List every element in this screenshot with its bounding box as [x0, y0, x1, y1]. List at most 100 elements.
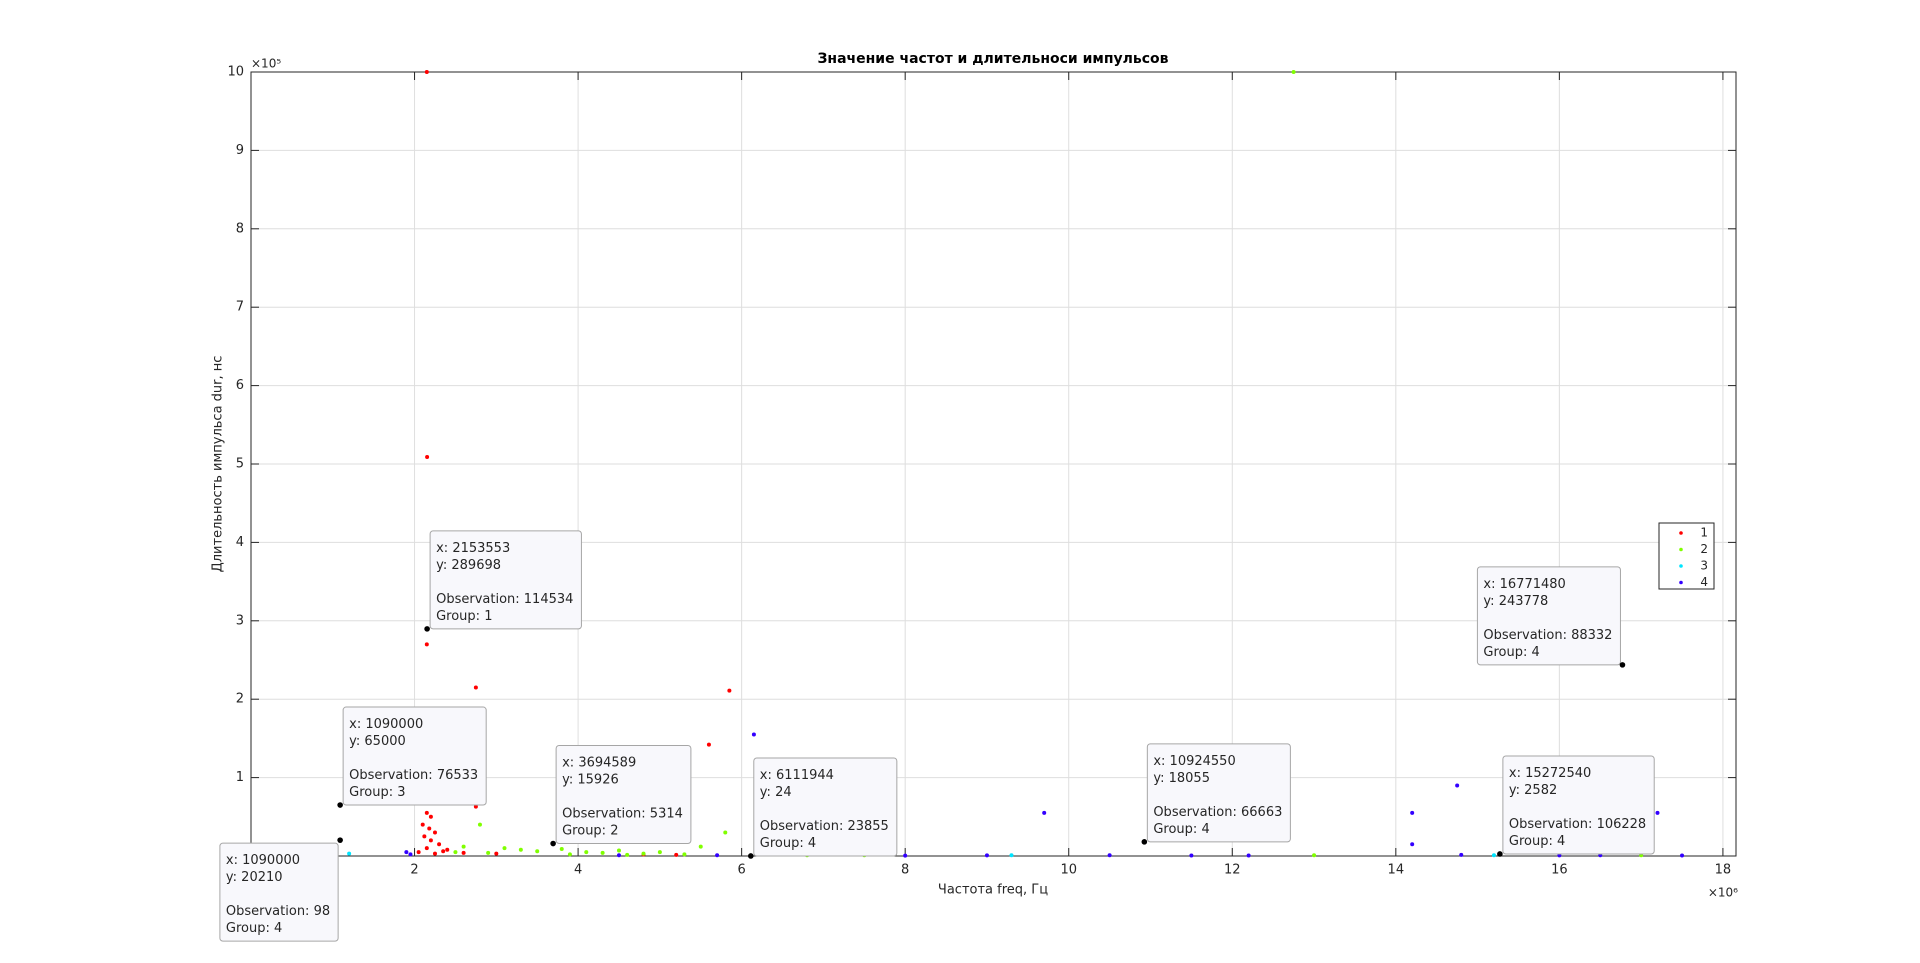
datatip-text: Observation: 76533	[349, 768, 478, 783]
scatter-point	[420, 822, 425, 827]
scatter-point	[428, 814, 433, 819]
y-tick-label: 2	[236, 692, 244, 707]
scatter-point	[1009, 853, 1014, 858]
datatip: x: 2153553 y: 289698 Observation: 114534 Gr…	[429, 530, 582, 630]
scatter-point	[1107, 853, 1112, 858]
legend-marker	[1679, 531, 1683, 535]
datatip-value: 15272540	[1525, 766, 1591, 781]
datatip-value: 23855	[847, 819, 888, 834]
scatter-point	[427, 826, 432, 831]
scatter-point	[424, 70, 429, 74]
scatter-point	[641, 851, 646, 856]
y-axis-label: Длительность импульса dur, нс	[211, 356, 226, 573]
datatip-box	[429, 530, 582, 630]
legend-marker	[1679, 547, 1683, 552]
scatter-point	[424, 810, 429, 815]
scatter-point	[518, 847, 523, 852]
scatter-point	[625, 852, 630, 857]
datatip-box	[1146, 743, 1291, 843]
scatter-point	[1291, 70, 1296, 74]
datatip-text: x: 16771480	[1483, 577, 1565, 592]
x-tick-label: 4	[574, 863, 582, 878]
datatip-text: y: 289698	[436, 558, 501, 573]
scatter-point	[416, 850, 421, 855]
scatter-point	[494, 851, 499, 856]
scatter-point	[723, 830, 728, 835]
datatip-text: Group: 4	[226, 921, 282, 936]
datatip-key: x:	[1509, 766, 1521, 781]
scatter-point	[657, 850, 662, 855]
datatip-text: Group: 3	[349, 785, 405, 800]
scatter-point	[1459, 852, 1464, 857]
legend-label: 1	[1700, 526, 1708, 540]
datatip-text: x: 6111944	[760, 768, 834, 783]
datatip: x: 6111944 y: 24 Observation: 23855 Group: …	[753, 757, 898, 857]
scatter-point	[674, 852, 679, 857]
datatip-text: Observation: 88332	[1483, 628, 1612, 643]
datatip-text: x: 3694589	[562, 756, 636, 771]
datatip-key: Observation:	[1153, 805, 1237, 820]
datatip-value: 114534	[524, 592, 574, 607]
scatter-point	[715, 853, 720, 858]
datatip-key: Observation:	[760, 819, 844, 834]
scatter-point	[1312, 853, 1317, 858]
y-tick-label: 5	[236, 457, 244, 472]
datatip-value: 243778	[1499, 594, 1549, 609]
x-tick-label: 18	[1715, 863, 1732, 878]
scatter-point	[461, 844, 466, 849]
datatip-value: 18055	[1169, 771, 1210, 786]
datatip-value: 3694589	[578, 756, 636, 771]
datatip-value: 16771480	[1500, 577, 1566, 592]
datatip-key: Observation:	[1509, 817, 1593, 832]
datatip-text: Observation: 98	[226, 904, 330, 919]
scatter-point	[616, 848, 621, 853]
datatip-box	[342, 706, 487, 806]
legend-box	[1658, 522, 1715, 590]
datatip-key: Group:	[760, 836, 804, 851]
scatter-point	[1455, 783, 1460, 788]
scatter-point	[1042, 810, 1047, 815]
datatip-value: 66663	[1241, 805, 1282, 820]
datatip-marker	[424, 626, 430, 632]
datatip-key: Observation:	[436, 592, 520, 607]
datatip-text: Observation: 23855	[760, 819, 889, 834]
y-tick-label: 4	[236, 535, 244, 550]
datatip-value: 4	[1201, 822, 1209, 837]
datatip-box	[219, 842, 339, 942]
datatip-text: x: 1090000	[226, 853, 300, 868]
x-tick-label: 16	[1551, 863, 1568, 878]
x-multiplier: ×10⁶	[1708, 886, 1738, 900]
datatip-key: Observation:	[562, 807, 646, 822]
datatip-key: Observation:	[1483, 628, 1567, 643]
scatter-point	[453, 850, 458, 855]
scatter-point	[424, 642, 429, 647]
legend-label: 4	[1700, 575, 1708, 589]
datatip-key: Observation:	[226, 904, 310, 919]
legend-marker	[1679, 580, 1683, 585]
scatter-point	[1246, 853, 1251, 858]
y-tick-label: 3	[236, 613, 244, 628]
datatip-key: Group:	[436, 609, 480, 624]
datatip-text: x: 15272540	[1509, 766, 1591, 781]
legend-label: 3	[1700, 559, 1708, 573]
datatip-key: x:	[1153, 754, 1165, 769]
datatip: x: 3694589 y: 15926 Observation: 5314 Group…	[555, 745, 692, 845]
scatter-point	[422, 834, 427, 839]
scatter-point	[502, 846, 507, 851]
scatter-point	[437, 842, 442, 847]
y-multiplier: ×10⁵	[251, 57, 281, 71]
datatip-key: x:	[226, 853, 238, 868]
datatip-value: 6111944	[776, 768, 834, 783]
datatip-box	[555, 745, 692, 845]
chart-title: Значение частот и длительноси импульсов	[817, 51, 1168, 67]
datatip-key: Group:	[226, 921, 270, 936]
datatip-marker	[747, 853, 754, 859]
datatip-text: y: 243778	[1483, 594, 1548, 609]
datatip-key: y:	[1483, 594, 1494, 609]
datatip-value: 65000	[364, 734, 405, 749]
scatter-point	[428, 838, 433, 843]
scatter-point	[432, 830, 437, 835]
scatter-point	[682, 852, 687, 857]
datatip-marker	[550, 840, 556, 847]
